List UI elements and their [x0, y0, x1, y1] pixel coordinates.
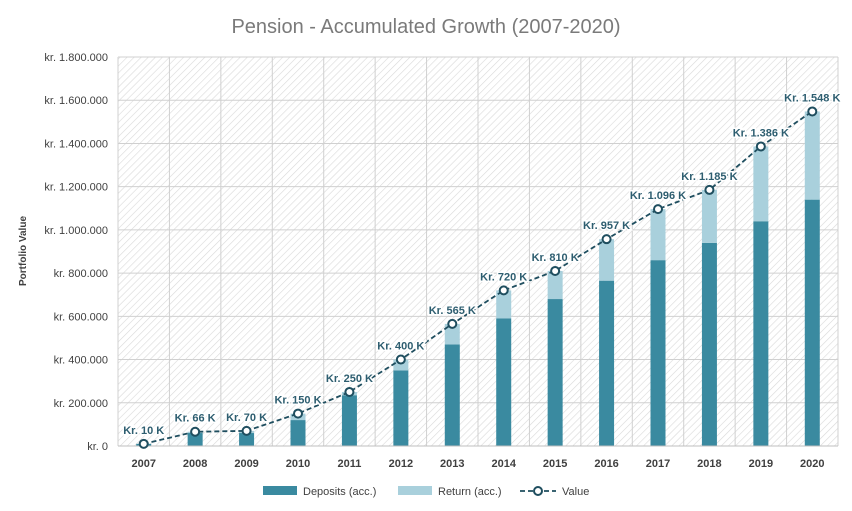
value-data-label: Kr. 66 K	[175, 413, 216, 425]
deposits-bar	[187, 433, 203, 446]
x-tick-label: 2014	[491, 458, 516, 470]
return-bar	[804, 111, 820, 200]
gridlines	[117, 56, 839, 446]
y-tick-label: kr. 1.800.000	[44, 52, 108, 64]
chart-title: Pension - Accumulated Growth (2007-2020)	[231, 16, 620, 38]
return-bar	[496, 290, 512, 319]
value-data-label: Kr. 1.096 K	[630, 190, 686, 202]
value-data-label: Kr. 565 K	[429, 305, 476, 317]
deposits-bar	[804, 199, 820, 446]
return-bar	[444, 323, 460, 345]
value-data-label: Kr. 400 K	[377, 341, 424, 353]
value-point	[704, 184, 715, 195]
y-tick-label: kr. 1.400.000	[44, 138, 108, 150]
value-point	[190, 426, 201, 437]
deposits-bar	[701, 242, 717, 446]
return-bar	[393, 359, 409, 371]
x-tick-label: 2007	[131, 458, 155, 470]
value-data-label: Kr. 70 K	[226, 412, 267, 424]
y-tick-label: kr. 800.000	[54, 268, 108, 280]
value-point	[293, 408, 303, 419]
y-tick-label: kr. 1.200.000	[44, 182, 108, 194]
value-line	[138, 106, 818, 449]
bars	[136, 111, 820, 446]
value-point	[550, 265, 561, 276]
deposits-bar	[753, 221, 769, 446]
x-axis: 2007 2008 2009 2010 2011 2012 2013 2014 2015 2016…	[131, 458, 824, 470]
x-tick-label: 2018	[697, 458, 721, 470]
value-point	[498, 285, 509, 296]
value-point	[395, 354, 406, 365]
y-tick-label: kr. 1.600.000	[44, 95, 108, 107]
x-tick-label: 2016	[594, 458, 618, 470]
value-point	[807, 106, 818, 117]
value-point	[755, 141, 766, 152]
value-data-label: Kr. 1.185 K	[681, 171, 737, 183]
x-tick-label: 2009	[234, 458, 258, 470]
legend-label-value: Value	[562, 486, 589, 498]
value-data-label: Kr. 1.386 K	[733, 127, 789, 139]
value-data-label: Kr. 810 K	[532, 252, 579, 264]
value-line-path	[143, 110, 813, 445]
value-data-label: Kr. 10 K	[123, 425, 164, 437]
x-tick-label: 2010	[286, 458, 310, 470]
value-point	[138, 438, 149, 449]
y-tick-label: kr. 600.000	[54, 311, 108, 323]
legend-label-deposits: Deposits (acc.)	[303, 486, 376, 498]
x-tick-label: 2012	[389, 458, 413, 470]
x-tick-label: 2011	[337, 458, 361, 470]
return-bar	[599, 239, 615, 281]
deposits-bar	[444, 344, 460, 446]
deposits-bar	[599, 280, 615, 446]
deposits-bar	[393, 370, 409, 446]
return-bar	[650, 209, 666, 261]
y-tick-label: kr. 200.000	[54, 398, 108, 410]
legend-label-return: Return (acc.)	[438, 486, 502, 498]
value-data-label: Kr. 250 K	[326, 373, 373, 385]
y-tick-label: kr. 1.000.000	[44, 225, 108, 237]
value-data-label: Kr. 1.548 K	[784, 92, 840, 104]
data-labels: Kr. 10 K Kr. 66 K Kr. 70 K Kr. 150 K Kr. 250…	[122, 91, 842, 438]
y-tick-label: kr. 0	[87, 441, 108, 453]
x-tick-label: 2020	[800, 458, 824, 470]
value-point	[241, 425, 252, 436]
deposits-bar	[496, 318, 512, 446]
value-data-label: Kr. 957 K	[583, 220, 630, 232]
deposits-bar	[650, 260, 666, 446]
deposits-bar	[341, 395, 357, 446]
x-tick-label: 2013	[440, 458, 464, 470]
x-tick-label: 2008	[183, 458, 207, 470]
return-bar	[547, 270, 563, 300]
value-point	[447, 318, 458, 329]
legend-swatch-value-marker	[533, 486, 543, 496]
legend-swatch-deposits	[263, 486, 297, 495]
value-point	[344, 386, 355, 397]
x-tick-label: 2019	[749, 458, 773, 470]
x-tick-label: 2017	[646, 458, 670, 470]
return-bar	[753, 146, 769, 222]
y-tick-label: kr. 400.000	[54, 355, 108, 367]
value-data-label: Kr. 720 K	[480, 271, 527, 283]
deposits-bar	[239, 433, 255, 446]
value-point	[653, 204, 663, 215]
value-point	[601, 234, 612, 245]
deposits-bar	[547, 299, 563, 446]
value-data-label: Kr. 150 K	[274, 395, 321, 407]
legend-swatch-return	[398, 486, 432, 495]
y-axis-title: Portfolio Value	[18, 216, 29, 286]
return-bar	[701, 189, 717, 243]
legend: Deposits (acc.) Return (acc.) Value	[263, 486, 589, 498]
x-tick-label: 2015	[543, 458, 567, 470]
y-axis: kr. 0 kr. 200.000 kr. 400.000 kr. 600.000 kr…	[44, 52, 108, 453]
deposits-bar	[290, 420, 306, 446]
